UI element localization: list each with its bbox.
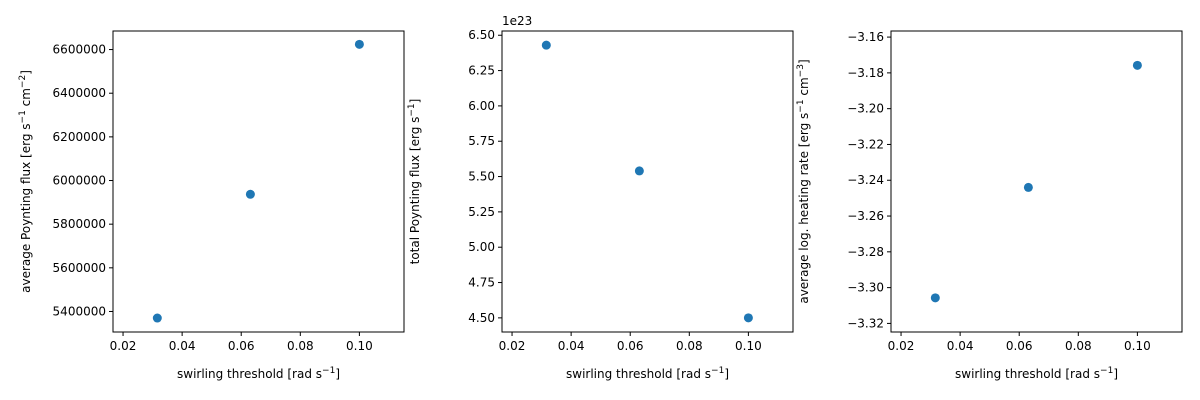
- data-point: [541, 40, 551, 50]
- x-tick-label: 0.02: [499, 339, 526, 353]
- data-point: [245, 189, 255, 199]
- y-tick-label: −3.18: [847, 66, 884, 80]
- y-tick-label: −3.32: [847, 316, 884, 330]
- y-offset-label: 1e23: [502, 14, 532, 28]
- data-point: [1132, 60, 1142, 70]
- x-tick-label: 0.04: [169, 339, 196, 353]
- y-tick-label: 6200000: [53, 130, 106, 144]
- y-tick-label: 4.50: [468, 311, 495, 325]
- y-axis-label: total Poynting flux [erg s−1]: [407, 99, 422, 265]
- data-point: [743, 313, 753, 323]
- y-tick-label: 5.75: [468, 134, 495, 148]
- data-point: [152, 313, 162, 323]
- y-tick-label: −3.16: [847, 30, 884, 44]
- x-tick-label: 0.10: [735, 339, 762, 353]
- y-tick-label: 5.50: [468, 170, 495, 184]
- y-tick-label: −3.28: [847, 245, 884, 259]
- x-tick-label: 0.06: [228, 339, 255, 353]
- y-tick-label: 6000000: [53, 174, 106, 188]
- y-tick-label: 6600000: [53, 43, 106, 57]
- y-tick-label: −3.26: [847, 209, 884, 223]
- axes-frame: [112, 30, 405, 333]
- y-tick-label: −3.22: [847, 137, 884, 151]
- x-tick-label: 0.10: [1124, 339, 1151, 353]
- x-tick-label: 0.04: [558, 339, 585, 353]
- y-axis-label: average Poynting flux [erg s−1 cm−2]: [18, 70, 33, 293]
- axes-frame: [890, 30, 1183, 333]
- x-tick-label: 0.08: [287, 339, 314, 353]
- y-tick-label: 6.50: [468, 28, 495, 42]
- chart-panel-average-heating-rate: 0.02 0.04 0.06 0.08 0.10 −3.32 −3.30 −3.28 −3.26…: [796, 30, 1183, 381]
- y-tick-label: 6400000: [53, 86, 106, 100]
- y-tick-label: 6.25: [468, 64, 495, 78]
- data-point: [1023, 182, 1033, 192]
- x-tick-label: 0.04: [947, 339, 974, 353]
- axes-frame: [501, 30, 794, 333]
- data-point: [354, 39, 364, 49]
- x-tick-label: 0.08: [676, 339, 703, 353]
- y-tick-label: 6.00: [468, 99, 495, 113]
- y-tick-label: 5800000: [53, 217, 106, 231]
- data-point: [634, 166, 644, 176]
- x-tick-label: 0.10: [346, 339, 373, 353]
- x-tick-label: 0.02: [888, 339, 915, 353]
- y-tick-label: −3.24: [847, 173, 884, 187]
- y-tick-label: 4.75: [468, 276, 495, 290]
- x-axis-label: swirling threshold [rad s−1]: [566, 366, 729, 381]
- x-axis-label: swirling threshold [rad s−1]: [955, 366, 1118, 381]
- chart-panel-total-poynting-flux: 0.02 0.04 0.06 0.08 0.10 4.50 4.75 5.00 5.25 5.50…: [407, 14, 794, 381]
- y-tick-label: 5.00: [468, 240, 495, 254]
- y-tick-label: 5400000: [53, 304, 106, 318]
- data-point: [930, 293, 940, 303]
- y-tick-label: 5.25: [468, 205, 495, 219]
- x-axis-label: swirling threshold [rad s−1]: [177, 366, 340, 381]
- chart-panel-average-poynting-flux: 0.02 0.04 0.06 0.08 0.10 5400000 5600000 580000…: [18, 30, 405, 381]
- x-tick-label: 0.08: [1065, 339, 1092, 353]
- y-tick-label: −3.30: [847, 281, 884, 295]
- x-tick-label: 0.06: [1006, 339, 1033, 353]
- y-tick-label: 5600000: [53, 261, 106, 275]
- y-axis-label: average log. heating rate [erg s−1 cm−3]: [796, 59, 811, 303]
- y-tick-label: −3.20: [847, 102, 884, 116]
- x-tick-label: 0.02: [110, 339, 137, 353]
- x-tick-label: 0.06: [617, 339, 644, 353]
